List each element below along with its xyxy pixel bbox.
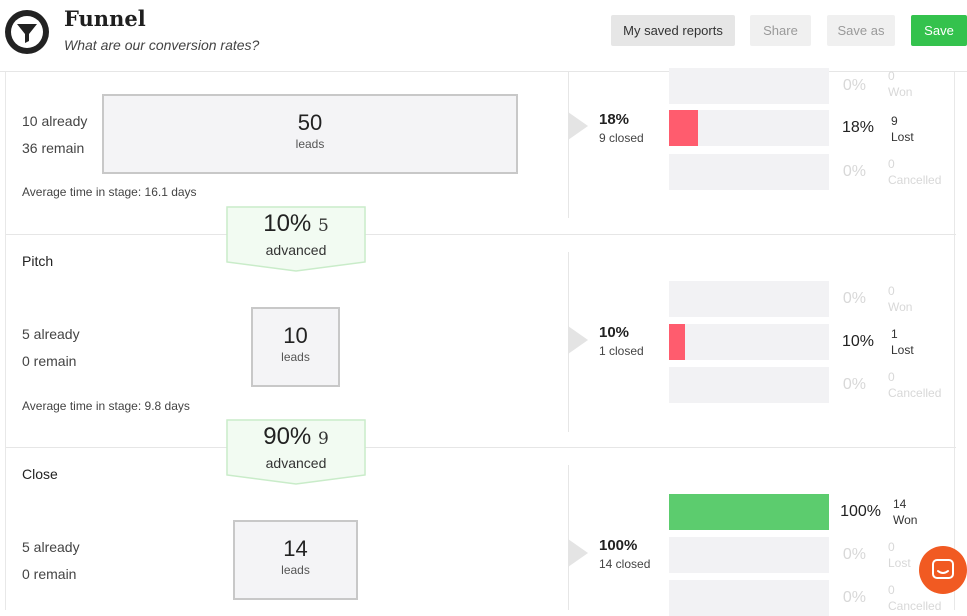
stage-remain: 36 remain [22,140,85,156]
avg-time-in-stage: Average time in stage: 16.1 days [22,185,197,199]
won-bar-fill [669,494,829,530]
column-divider [568,465,569,610]
advanced-label: advanced [265,242,327,258]
won-bar [669,281,829,317]
leads-label: leads [281,563,310,577]
cancelled-count: 0 Cancelled [888,157,942,187]
leads-count: 14 [283,536,308,561]
advanced-badge: 10% 5 advanced [226,206,366,272]
stage-close: Close 5 already 0 remain 14 leads 100% 1… [6,448,956,616]
cancelled-bar [669,367,829,403]
advanced-percent: 10% 5 [263,210,329,237]
advanced-label: advanced [265,455,327,471]
stage-name: Close [22,466,58,482]
cancelled-percent: 0% [842,163,866,180]
lost-count: 0 Lost [888,540,911,570]
funnel-icon [5,10,49,54]
lost-bar-fill [669,324,685,360]
lost-count: 1 Lost [891,327,914,357]
stage-already: 5 already [22,539,80,555]
won-percent: 100% [840,503,881,520]
closed-percent: 100% [599,537,638,554]
lost-bar [669,537,829,573]
page-subtitle: What are our conversion rates? [64,37,260,53]
stage-already: 10 already [22,113,88,129]
closed-count: 14 closed [599,557,651,571]
won-count: 14 Won [893,497,918,527]
closed-percent: 18% [599,111,630,128]
won-count: 0 Won [888,284,913,314]
cancelled-bar [669,580,829,616]
arrow-icon [568,326,588,354]
leads-box[interactable]: 14 leads [233,520,358,600]
won-percent: 0% [842,290,866,307]
share-button[interactable]: Share [750,15,811,46]
won-count: 0 Won [888,69,913,99]
stage-already: 5 already [22,326,80,342]
stage-remain: 0 remain [22,353,77,369]
funnel-report: 10 already 36 remain 50 leads Average ti… [5,68,956,616]
lost-percent: 10% [841,333,874,350]
stage-remain: 0 remain [22,566,77,582]
stage-pitch: Pitch 5 already 0 remain 10 leads Averag… [6,235,956,448]
stage-name: Pitch [22,253,54,269]
leads-label: leads [281,350,310,364]
my-saved-reports-button[interactable]: My saved reports [611,15,735,46]
advanced-badge: 90% 9 advanced [226,419,366,485]
won-percent: 0% [842,77,866,94]
leads-label: leads [295,137,325,151]
lost-count: 9 Lost [891,114,914,144]
lost-bar-fill [669,110,698,146]
closed-count: 9 closed [599,131,644,145]
won-bar [669,68,829,104]
cancelled-bar [669,154,829,190]
cancelled-percent: 0% [842,589,866,606]
closed-count: 1 closed [599,344,644,358]
save-as-button[interactable]: Save as [827,15,895,46]
lost-percent: 0% [842,546,866,563]
lost-percent: 18% [841,119,874,136]
advanced-percent: 90% 9 [263,423,329,450]
closed-percent: 10% [599,324,630,341]
page-header: Funnel What are our conversion rates? My… [0,0,967,72]
arrow-icon [568,539,588,567]
save-button[interactable]: Save [911,15,967,46]
cancelled-percent: 0% [842,376,866,393]
chat-bubble-icon[interactable] [919,546,967,594]
arrow-icon [568,112,588,140]
leads-box[interactable]: 50 leads [102,94,518,174]
leads-count: 10 [283,323,308,348]
leads-box[interactable]: 10 leads [251,307,340,387]
column-divider [568,72,569,218]
page-title: Funnel [64,6,146,31]
won-bar[interactable] [669,494,829,530]
leads-count: 50 [297,110,323,135]
lost-bar[interactable] [669,324,829,360]
lost-bar[interactable] [669,110,829,146]
cancelled-count: 0 Cancelled [888,370,942,400]
stage-leads: 10 already 36 remain 50 leads Average ti… [6,68,956,235]
avg-time-in-stage: Average time in stage: 9.8 days [22,399,190,413]
